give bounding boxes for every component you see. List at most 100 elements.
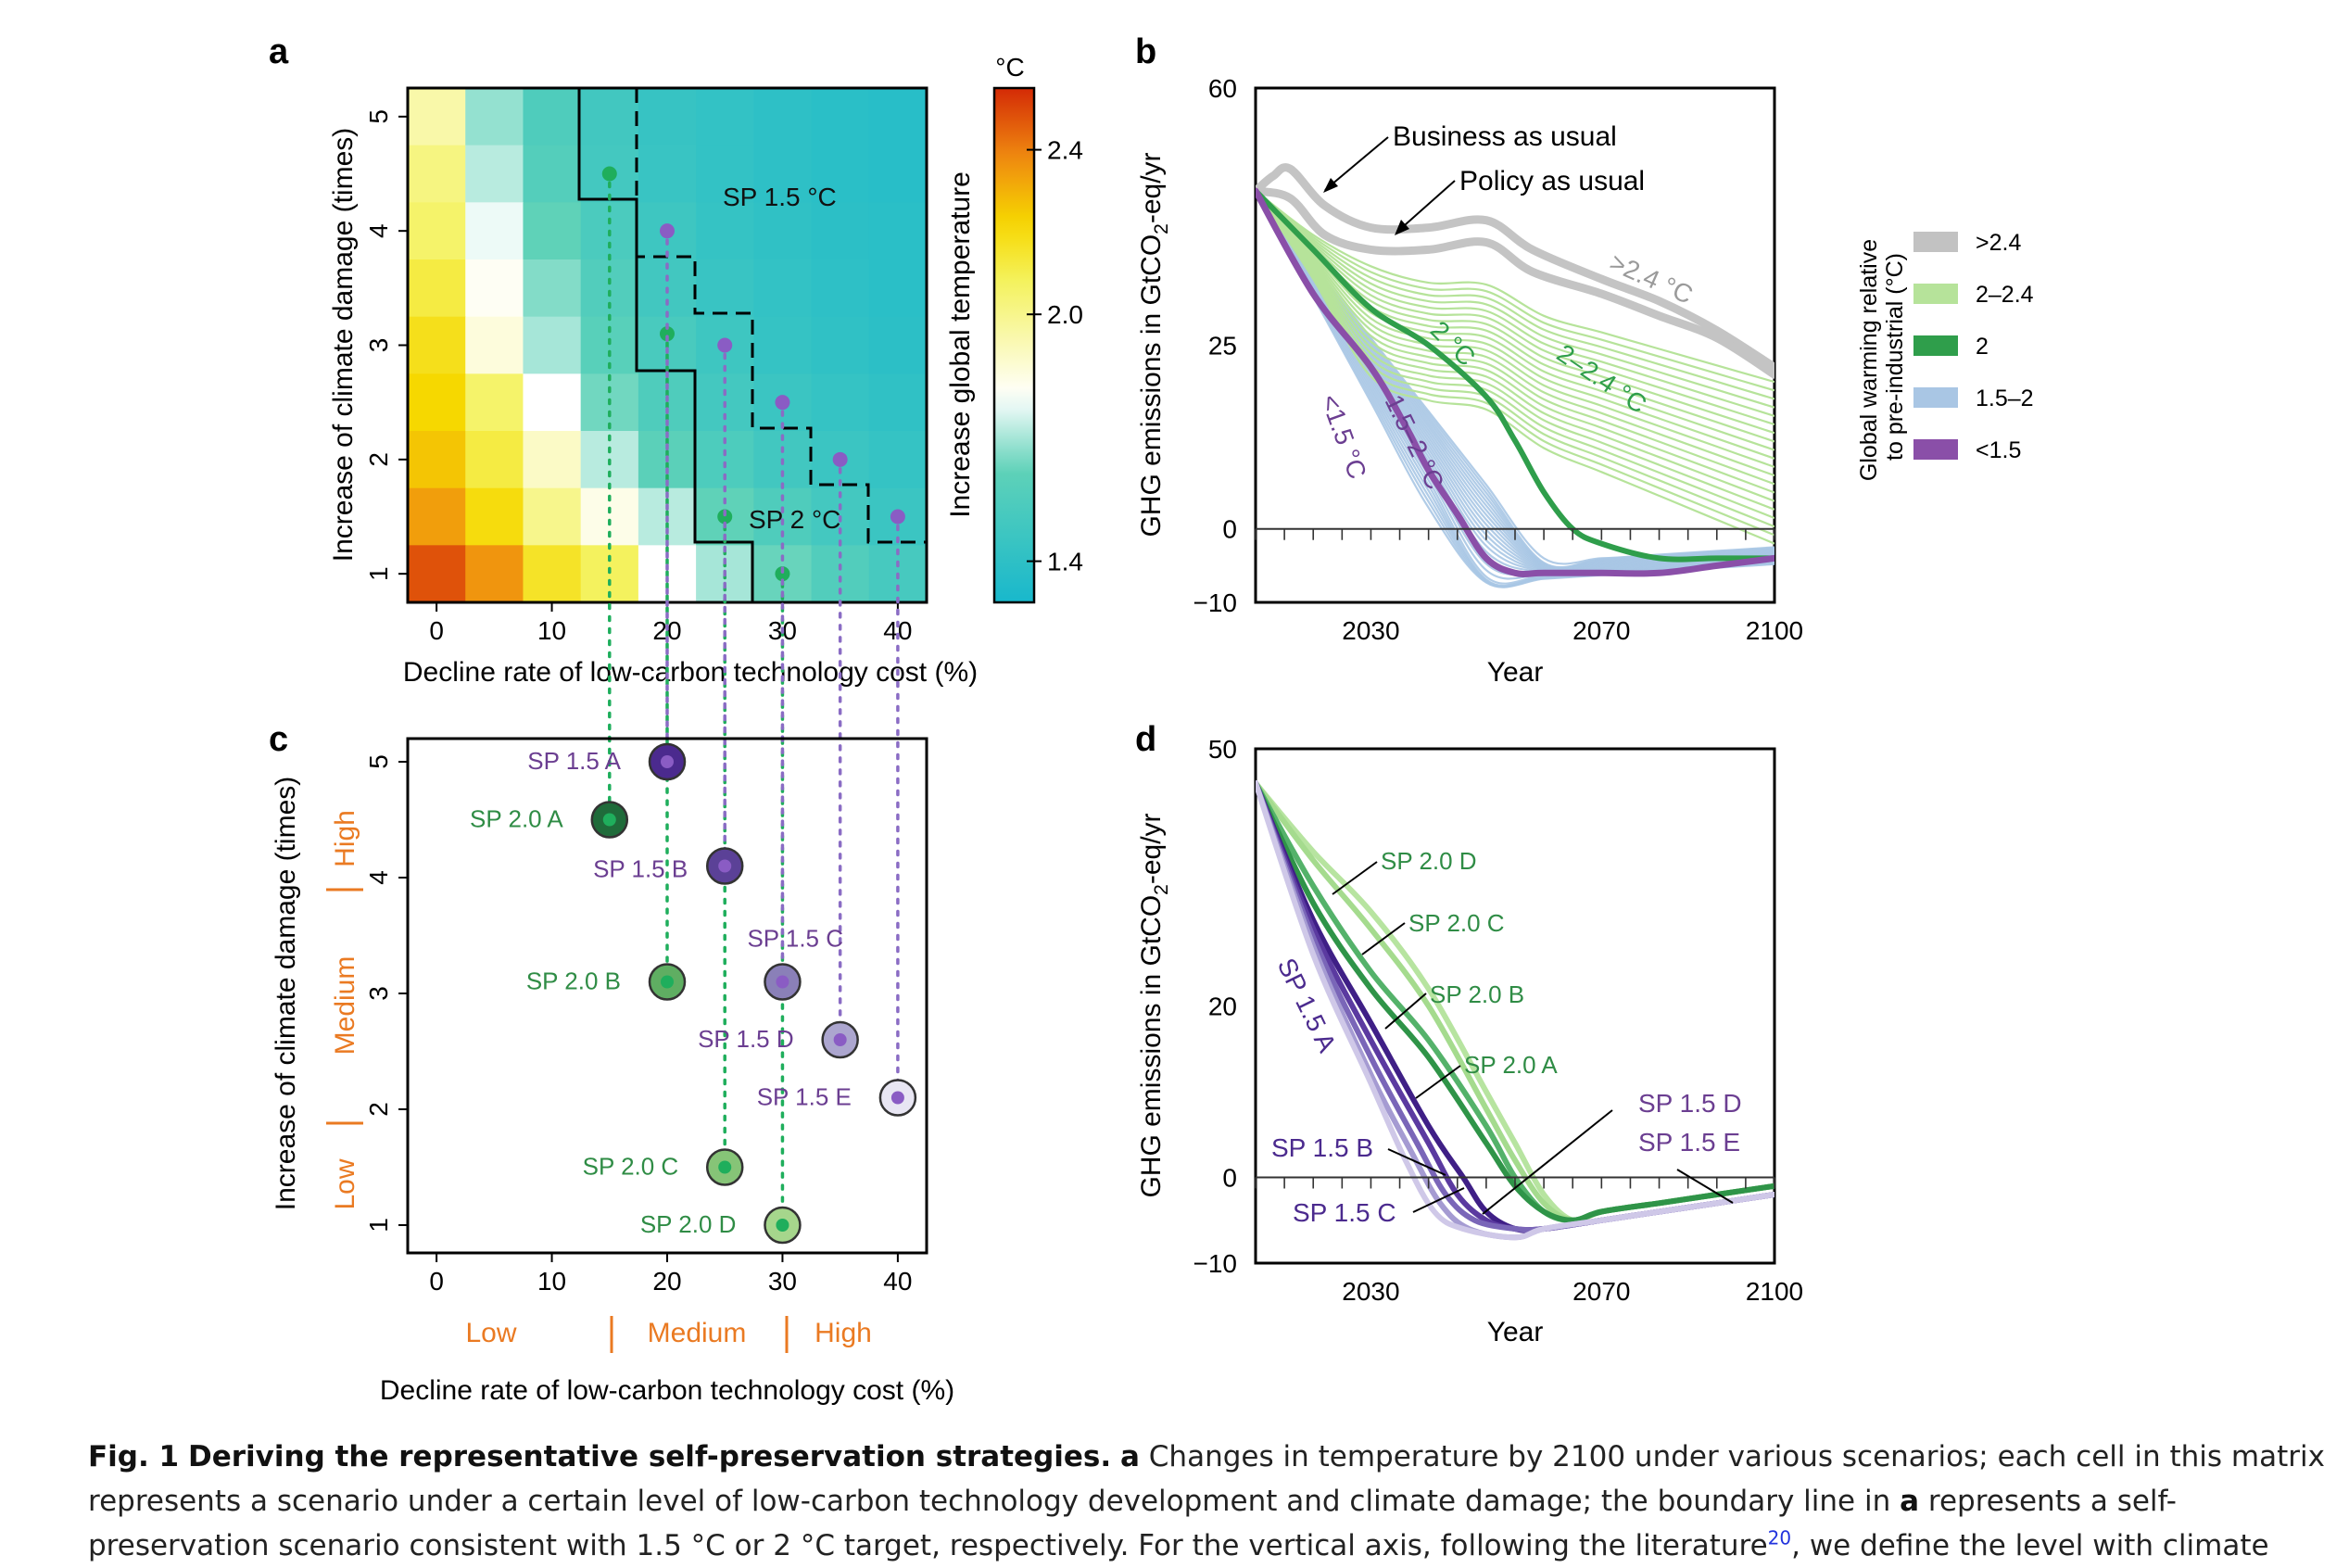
scenario-label: SP 2.0 D xyxy=(640,1210,737,1238)
heatmap-cell xyxy=(868,88,928,146)
strategy-label: SP 1.5 B xyxy=(1271,1133,1373,1162)
scenario-dot xyxy=(717,509,733,525)
x-axis-label: Decline rate of low-carbon technology co… xyxy=(403,657,978,688)
x-axis-label: Year xyxy=(1487,1317,1544,1347)
y-tick-label: 4 xyxy=(364,223,393,238)
reference-link[interactable]: 20 xyxy=(1767,1526,1792,1549)
ensemble-line-2-24 xyxy=(1256,190,1774,511)
heatmap-cell xyxy=(465,259,524,318)
ensemble-line-2-24 xyxy=(1256,190,1774,400)
y-tick-label: 4 xyxy=(364,870,393,885)
pathway-line xyxy=(1256,186,1774,379)
caption-text-1: Changes in temperature by 2100 under var… xyxy=(1148,1440,2325,1473)
y-axis-label: GHG emissions in GtCO2-eq/yr xyxy=(1136,152,1172,537)
heatmap-cell xyxy=(696,202,754,260)
annotation-arrow xyxy=(1396,180,1456,233)
heatmap-cell xyxy=(868,259,928,318)
heatmap-cell xyxy=(868,202,928,260)
panel-d: d 2030 2070 2100 50 20 0 −10 Year GHG emissio… xyxy=(1135,720,1803,1347)
strategy-label: SP 1.5 D xyxy=(1638,1089,1742,1118)
strategy-pathways xyxy=(1256,780,1774,1241)
scenario-marker-dot xyxy=(776,975,789,989)
heatmap-cell xyxy=(408,545,466,603)
heatmap-cell xyxy=(465,545,524,603)
y-tick-label: 50 xyxy=(1208,735,1237,764)
emission-pathways xyxy=(1256,163,1774,588)
annotation-policy-as-usual: Policy as usual xyxy=(1459,166,1645,196)
y-tick-label: 5 xyxy=(364,754,393,769)
panel-c: c SP 1.5 A SP 2.0 A SP 1.5 B SP 1.5 C SP 2.0… xyxy=(269,181,954,1406)
panel-c-letter: c xyxy=(269,720,288,759)
zero-axis xyxy=(1255,1176,1775,1189)
strategy-label: SP 2.0 D xyxy=(1381,847,1477,875)
region-label-sp2: SP 2 °C xyxy=(749,505,840,534)
scenario-dot xyxy=(832,451,848,467)
caption-bold-a: a xyxy=(1900,1485,1920,1518)
x-tick-label: 10 xyxy=(537,616,566,645)
annotation-arrow xyxy=(1324,136,1389,191)
heatmap-cell xyxy=(868,145,928,203)
scenario-marker-dot xyxy=(602,813,616,827)
heatmap-cell xyxy=(868,431,928,489)
colorbar-ticks: 1.4 2.0 2.4 xyxy=(1027,136,1083,576)
arrow-head xyxy=(1323,178,1338,193)
ensemble-line-2-24 xyxy=(1256,190,1774,502)
colorbar-label: Increase global temperature xyxy=(945,171,976,518)
x-axis-label: Decline rate of low-carbon technology co… xyxy=(380,1375,954,1406)
scenario-marker-dot xyxy=(718,1160,732,1174)
ensemble-line-2-24 xyxy=(1256,190,1774,451)
x-tick-label: 40 xyxy=(883,616,912,645)
heatmap-cell xyxy=(696,259,754,318)
strategy-label: SP 2.0 C xyxy=(1408,909,1505,937)
legend-swatch xyxy=(1913,232,1958,252)
y-axis-ticks: 1 2 3 4 5 xyxy=(364,109,408,581)
legend-label: 2–2.4 xyxy=(1976,282,2034,308)
ensemble-line-2-24 xyxy=(1256,190,1774,537)
scenario-dot xyxy=(660,326,675,342)
scenario-dot xyxy=(601,166,617,182)
ensemble-line-2-24 xyxy=(1256,190,1774,486)
panel-a-letter: a xyxy=(269,32,289,71)
scenario-label: SP 1.5 A xyxy=(527,747,621,775)
legend-title-line2: to pre-industrial (°C) xyxy=(1882,253,1908,461)
heatmap-cell xyxy=(523,487,582,546)
ensemble-line-2-24 xyxy=(1256,190,1774,426)
x-tick-label: 2070 xyxy=(1572,616,1630,645)
figure-caption: Fig. 1 Deriving the representative self-… xyxy=(88,1435,2325,1568)
heatmap-cell xyxy=(408,88,466,146)
y-level-high: High xyxy=(330,810,360,867)
colorbar-unit: °C xyxy=(995,53,1024,82)
x-tick-label: 0 xyxy=(429,616,444,645)
strategy-label: SP 1.5 C xyxy=(1293,1198,1396,1227)
label-arrow xyxy=(1482,1109,1613,1215)
ensemble-line-2-24 xyxy=(1256,190,1774,520)
y-tick-label: 0 xyxy=(1222,1164,1237,1193)
label-arrow xyxy=(1412,1187,1465,1213)
region-label-sp15: SP 1.5 °C xyxy=(723,183,837,211)
heatmap-cell xyxy=(753,202,813,260)
heatmap-cell xyxy=(523,373,582,432)
y-tick-label: 2 xyxy=(364,1102,393,1117)
heatmap-cell xyxy=(811,202,870,260)
legend-items: >2.4 2–2.4 2 1.5–2 <1.5 xyxy=(1913,230,2034,463)
curve-label-lt15: <1.5 °C xyxy=(1315,390,1371,482)
heatmap-cell xyxy=(811,373,870,432)
heatmap-cell xyxy=(408,202,466,260)
y-tick-label: 0 xyxy=(1222,515,1237,544)
strategy-line xyxy=(1256,780,1774,1241)
scenario-label: SP 1.5 E xyxy=(757,1083,852,1111)
x-axis-ticks: 2030 2070 2100 xyxy=(1342,616,1803,645)
caption-a: a xyxy=(1120,1440,1140,1473)
scenario-dot xyxy=(775,566,790,582)
y-level-medium: Medium xyxy=(330,956,360,1056)
heatmap-cell xyxy=(465,145,524,203)
legend: Global warming relative to pre-industria… xyxy=(1856,230,2034,481)
ensemble-line-2-24 xyxy=(1256,190,1774,392)
strategy-label: SP 2.0 A xyxy=(1464,1051,1558,1079)
y-tick-label: 2 xyxy=(364,452,393,467)
x-axis-ticks: 0 10 20 30 40 xyxy=(429,1253,912,1296)
heatmap-cell xyxy=(523,316,582,374)
caption-fig: Fig. 1 xyxy=(88,1440,180,1473)
y-level-low: Low xyxy=(330,1158,360,1209)
